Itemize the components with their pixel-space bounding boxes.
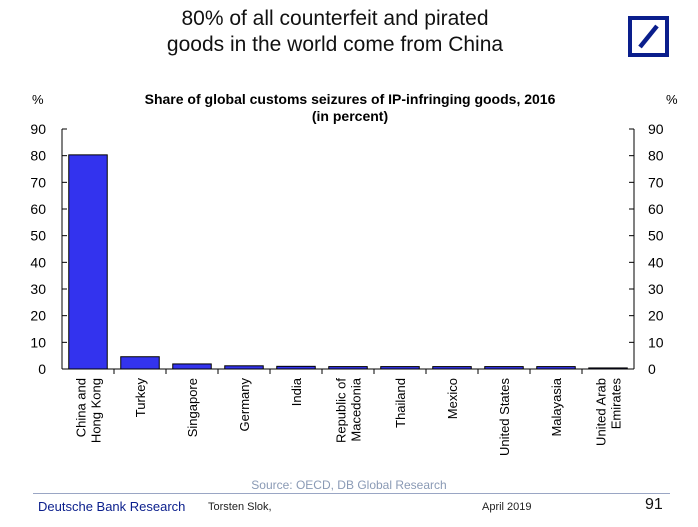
bar	[120, 356, 160, 370]
y-tick-label-right: 20	[648, 308, 664, 324]
category-label: United Arab	[594, 378, 609, 446]
category-label: Macedonia	[349, 377, 364, 441]
source-note: Source: OECD, DB Global Research	[251, 478, 447, 492]
category-label: United States	[497, 378, 512, 457]
bar	[172, 363, 212, 370]
bar	[328, 366, 368, 370]
y-tick-label-left: 80	[30, 148, 46, 164]
bar	[68, 154, 108, 370]
category-label: Singapore	[185, 378, 200, 437]
footer-divider	[33, 493, 670, 494]
y-tick-label-right: 50	[648, 228, 664, 244]
y-tick-label-left: 10	[30, 334, 46, 350]
category-label: Malayasia	[549, 377, 564, 436]
footer-date: April 2019	[482, 501, 532, 513]
deutsche-bank-logo-icon	[628, 16, 669, 57]
slide-title: 80% of all counterfeit and pirated goods…	[100, 6, 570, 58]
footer-author: Torsten Slok,	[208, 501, 272, 513]
y-tick-label-right: 40	[648, 254, 664, 270]
category-label: Mexico	[445, 378, 460, 419]
category-label: Emirates	[609, 378, 624, 430]
y-tick-label-left: 90	[30, 121, 46, 137]
bar	[224, 365, 264, 370]
y-tick-label-right: 0	[648, 361, 656, 377]
y-tick-label-left: 30	[30, 281, 46, 297]
y-tick-label-left: 0	[38, 361, 46, 377]
chart-title: Share of global customs seizures of IP-i…	[100, 91, 600, 125]
y-tick-label-right: 90	[648, 121, 664, 137]
bar	[484, 366, 524, 370]
category-label: China and	[74, 378, 89, 437]
y-tick-label-right: 10	[648, 334, 664, 350]
chart-title-line2: (in percent)	[311, 108, 389, 124]
chart-title-line1: Share of global customs seizures of IP-i…	[144, 91, 556, 107]
y-tick-label-right: 80	[648, 148, 664, 164]
category-label: Germany	[237, 378, 252, 432]
bar	[588, 367, 628, 370]
category-label: Thailand	[393, 378, 408, 428]
y-tick-label-left: 70	[30, 174, 46, 190]
y-tick-label-right: 70	[648, 174, 664, 190]
y-axis-unit-left: %	[32, 92, 44, 107]
footer-brand: Deutsche Bank Research	[38, 499, 186, 514]
y-tick-label-left: 60	[30, 201, 46, 217]
category-label: India	[289, 377, 304, 406]
category-label: Hong Kong	[89, 378, 104, 443]
slide-title-line1: 80% of all counterfeit and pirated	[181, 7, 489, 30]
bar	[380, 366, 420, 370]
y-tick-label-right: 30	[648, 281, 664, 297]
y-axis-unit-right: %	[666, 92, 678, 107]
bar	[276, 365, 316, 370]
bar	[536, 366, 576, 370]
y-tick-label-left: 20	[30, 308, 46, 324]
category-label: Republic of	[334, 378, 349, 443]
slide-title-line2: goods in the world come from China	[166, 33, 504, 56]
y-tick-label-left: 40	[30, 254, 46, 270]
y-tick-label-right: 60	[648, 201, 664, 217]
category-label: Turkey	[133, 378, 148, 418]
y-tick-label-left: 50	[30, 228, 46, 244]
bar	[432, 366, 472, 370]
page-number: 91	[645, 496, 663, 513]
